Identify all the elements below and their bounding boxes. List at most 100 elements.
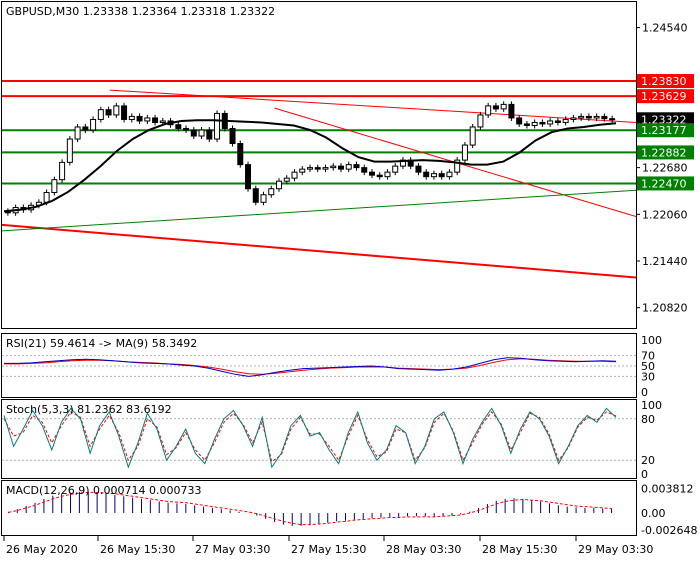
candle-body: [585, 115, 592, 119]
candle-body: [314, 167, 321, 170]
candle-body: [609, 118, 616, 121]
level-price-label: 1.23830: [641, 75, 687, 88]
level-price-label-bg: [637, 145, 694, 160]
x-tick-label: 26 May 2020: [6, 543, 78, 556]
candle-body: [183, 127, 190, 131]
candle-body: [229, 127, 236, 145]
macd-tick-label: 0.00: [641, 507, 666, 520]
price-title: GBPUSD,M30 1.23338 1.23364 1.23318 1.233…: [6, 5, 275, 18]
price-panel: [1, 1, 637, 329]
rsi-tick-label: 70: [641, 350, 655, 363]
candle-body: [252, 188, 259, 203]
current-price-label: 1.23322: [641, 113, 687, 126]
candle-body: [461, 144, 468, 161]
candle-body: [485, 105, 492, 116]
current-price-label-bg: [637, 112, 694, 127]
candle-body: [500, 103, 507, 110]
candle-body: [237, 143, 244, 166]
candle-body: [593, 115, 600, 119]
candle-body: [190, 129, 197, 137]
x-tick-label: 29 May 03:30: [578, 543, 653, 556]
stoch-title: Stoch(5,3,3) 81.2362 83.6192: [6, 403, 172, 416]
rsi-line: [4, 357, 617, 377]
x-tick-label: 28 May 15:30: [482, 543, 557, 556]
candle-body: [299, 168, 306, 173]
x-tick-label: 27 May 03:30: [195, 543, 270, 556]
stoch-tick-label: 20: [641, 454, 655, 467]
candle-body: [144, 117, 151, 122]
candle-body: [43, 191, 50, 203]
x-tick-label: 28 May 03:30: [386, 543, 461, 556]
x-tick-label: 27 May 15:30: [291, 543, 366, 556]
candle-body: [66, 138, 73, 163]
candle-body: [105, 109, 112, 116]
candle-body: [74, 126, 81, 140]
trendline-2: [1, 223, 637, 279]
candle-body: [446, 171, 453, 178]
macd-title: MACD(12,26,9) 0.000714 0.000733: [6, 484, 202, 497]
rsi-tick-label: 30: [641, 370, 655, 383]
candle-body: [345, 164, 352, 170]
stoch-tick-label: 100: [641, 399, 662, 412]
candle-body: [469, 126, 476, 146]
candle-body: [570, 117, 577, 120]
macd-tick-label: 0.003812: [641, 482, 694, 495]
candle-body: [206, 129, 213, 140]
candle-body: [337, 165, 344, 170]
candle-body: [423, 171, 430, 178]
stoch-tick-label: 0: [641, 468, 648, 481]
candle-body: [268, 188, 275, 196]
candle-body: [291, 171, 298, 179]
candle-body: [578, 115, 585, 119]
candle-body: [438, 173, 445, 178]
rsi-title: RSI(21) 59.4614 -> MA(9) 58.3492: [6, 337, 197, 350]
candle-body: [82, 126, 89, 131]
candle-body: [523, 123, 530, 126]
candle-body: [392, 165, 399, 173]
candle-body: [51, 179, 58, 193]
stoch-tick-label: 80: [641, 413, 655, 426]
stoch-main-line: [3, 407, 617, 469]
trendline-0: [109, 89, 637, 123]
candle-body: [376, 174, 383, 178]
candle-body: [307, 167, 313, 170]
candle-body: [214, 112, 221, 140]
candle-body: [198, 129, 205, 137]
macd-signal-line: [8, 491, 612, 526]
candle-body: [601, 115, 608, 120]
level-price-label-bg: [637, 123, 694, 138]
candle-body: [531, 121, 538, 126]
candle-body: [353, 164, 360, 169]
price-tick-label: 1.20820: [642, 302, 688, 315]
price-tick-label: 1.22680: [642, 162, 688, 175]
candle-body: [330, 165, 337, 169]
candle-body: [59, 161, 66, 181]
candle-body: [539, 121, 546, 125]
rsi-tick-label: 0: [641, 386, 648, 399]
rsi-tick-label: 50: [641, 360, 655, 373]
candle-body: [492, 105, 499, 110]
macd-panel: [1, 480, 637, 536]
candle-body: [245, 164, 252, 190]
price-tick-label: 1.21440: [642, 255, 688, 268]
candle-body: [554, 120, 561, 123]
rsi-tick-label: 100: [641, 334, 662, 347]
candle-body: [159, 120, 166, 123]
price-tick-label: 1.22060: [642, 208, 688, 221]
candle-body: [508, 103, 515, 119]
level-price-label: 1.22470: [641, 177, 687, 190]
candle-body: [136, 115, 143, 122]
x-tick-label: 26 May 15:30: [100, 543, 175, 556]
candle-body: [516, 117, 523, 125]
trendline-3: [1, 189, 637, 232]
level-price-label: 1.23629: [641, 90, 687, 103]
candle-body: [547, 120, 554, 125]
candle-body: [90, 118, 97, 131]
level-price-label-bg: [637, 89, 694, 104]
candle-body: [415, 165, 422, 173]
candle-body: [152, 117, 159, 123]
price-tick-label: 1.24540: [642, 22, 688, 35]
candle-body: [384, 171, 391, 178]
